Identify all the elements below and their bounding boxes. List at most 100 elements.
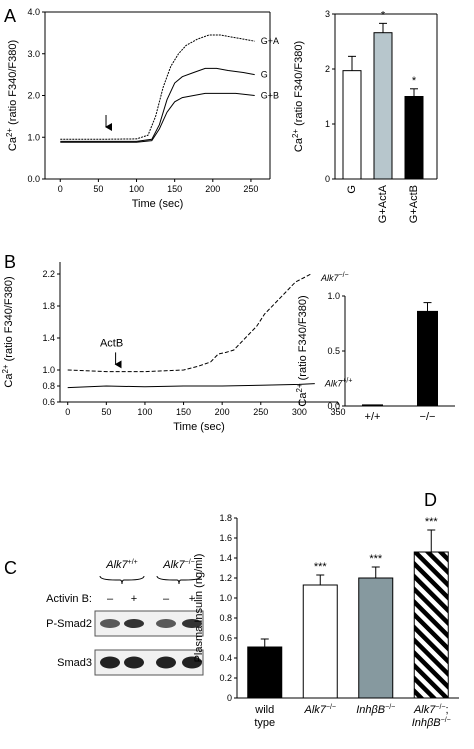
- category-label: Alk7−/−: [303, 704, 336, 716]
- chart-b-trace: 0 50 100 150 200 250 300 350 0.6 0.8 1.0 1.4 1.8 2.2 T…: [1, 262, 352, 433]
- blot-group-label: Alk7+/+: [105, 559, 138, 571]
- blot-band: [182, 656, 202, 669]
- y-tick-label: 0.0: [327, 401, 340, 411]
- y-tick-label: 3.0: [27, 49, 40, 59]
- y-tick-label: 2.2: [42, 269, 55, 279]
- bar: [342, 70, 362, 180]
- x-tick-label: 200: [205, 184, 220, 194]
- y-tick-label: 3: [325, 9, 330, 19]
- y-tick-label: 2.0: [27, 91, 40, 101]
- series-label: G+A: [261, 36, 279, 46]
- x-tick-label: 200: [215, 407, 230, 417]
- blot-row-label: Smad3: [57, 657, 92, 669]
- bar: [417, 310, 438, 407]
- series-line: [60, 67, 255, 142]
- x-tick-label: 150: [176, 407, 191, 417]
- bar: [358, 577, 394, 699]
- blot-band: [156, 656, 176, 669]
- series-label: G: [261, 70, 268, 80]
- arrow-label: ActB: [100, 337, 123, 349]
- y-tick-label: 0: [325, 174, 330, 184]
- bar: [404, 96, 424, 180]
- category-label: wild: [254, 704, 274, 716]
- x-axis-label: Time (sec): [132, 198, 184, 210]
- blot-band: [156, 619, 176, 628]
- y-axis-label: Plasma Insulin (ng/ml): [193, 554, 205, 663]
- western-blot: Alk7+/+ Alk7−/− Activin B: – + – + P-Smad2 Smad3: [46, 559, 204, 676]
- y-tick-label: 0.5: [327, 346, 340, 356]
- x-tick-label: 150: [167, 184, 182, 194]
- lane-sign: +: [131, 593, 137, 605]
- blot-band: [100, 656, 120, 669]
- category-label-line2: type: [254, 717, 275, 729]
- series-line: [67, 383, 315, 389]
- y-tick-label: 1.4: [42, 333, 55, 343]
- category-label: +/+: [365, 411, 381, 423]
- panel-letter-d: D: [424, 490, 437, 510]
- y-tick-label: 2: [325, 64, 330, 74]
- x-tick-label: 50: [93, 184, 103, 194]
- category-label: Alk7−/−;: [413, 704, 449, 716]
- series-label: G+B: [261, 91, 279, 101]
- panel-letter-a: A: [4, 6, 16, 26]
- chart-a-trace: 0 50 100 150 200 250 0.0 1.0 2.0 3.0 4.0 Time (sec)…: [5, 7, 279, 210]
- y-tick-label: 1.4: [219, 553, 232, 563]
- y-tick-label: 0.4: [219, 653, 232, 663]
- y-tick-label: 0.6: [219, 633, 232, 643]
- series-label: Alk7+/+: [324, 378, 353, 389]
- category-label: G: [346, 185, 358, 194]
- bar: [362, 404, 383, 407]
- y-axis-label: Ca2+ (ratio F340/F380): [291, 41, 305, 152]
- blot-band: [124, 619, 144, 628]
- x-tick-label: 250: [243, 184, 258, 194]
- significance-label: *: [412, 75, 417, 87]
- x-axis-label: Time (sec): [173, 421, 225, 433]
- significance-label: *: [381, 9, 386, 21]
- y-axis-label: Ca2+ (ratio F340/F380): [295, 295, 309, 406]
- y-tick-label: 1.8: [219, 513, 232, 523]
- series-line: [67, 273, 312, 373]
- bar: [302, 584, 338, 699]
- bar: [373, 32, 393, 180]
- category-label: InhβB−/−: [356, 704, 395, 716]
- panel-letter-b: B: [4, 252, 16, 272]
- y-tick-label: 1.6: [219, 533, 232, 543]
- blot-band: [124, 656, 144, 669]
- blot-group-brace: [156, 575, 202, 585]
- y-tick-label: 1: [325, 119, 330, 129]
- y-tick-label: 0.8: [42, 381, 55, 391]
- y-tick-label: 0: [227, 693, 232, 703]
- y-tick-label: 0.2: [219, 673, 232, 683]
- chart-d-bars: 0 0.2 0.4 0.6 0.8 1.0 1.2 1.4 1.6 1.8 Plasma Insul…: [193, 513, 459, 729]
- series-label: Alk7−/−: [320, 272, 349, 283]
- lane-sign: –: [163, 593, 170, 605]
- x-tick-label: 0: [58, 184, 63, 194]
- y-axis-label: Ca2+ (ratio F340/F380): [5, 40, 19, 151]
- category-label-line2: InhβB−/−: [412, 717, 451, 729]
- significance-label: ***: [369, 553, 383, 565]
- y-tick-label: 0.0: [27, 174, 40, 184]
- bar: [413, 551, 449, 699]
- y-tick-label: 0.6: [42, 397, 55, 407]
- lane-sign: +: [189, 593, 195, 605]
- x-tick-label: 250: [253, 407, 268, 417]
- category-label: −/−: [420, 411, 436, 423]
- lane-sign: –: [107, 593, 114, 605]
- chart-a-bars: 0 1 2 3 Ca2+ (ratio F340/F380) G * G+ActA * G+Act…: [291, 9, 438, 223]
- y-tick-label: 1.0: [327, 291, 340, 301]
- y-tick-label: 1.0: [42, 365, 55, 375]
- treatment-label: Activin B:: [46, 593, 92, 605]
- x-tick-label: 50: [101, 407, 111, 417]
- x-tick-label: 350: [330, 407, 345, 417]
- y-tick-label: 1.0: [27, 132, 40, 142]
- series-line: [60, 92, 255, 143]
- x-tick-label: 0: [65, 407, 70, 417]
- blot-group-label: Alk7−/−: [162, 559, 195, 571]
- x-tick-label: 300: [292, 407, 307, 417]
- category-label: G+ActB: [408, 185, 420, 223]
- y-axis-label: Ca2+ (ratio F340/F380): [1, 276, 15, 387]
- y-tick-label: 1.2: [219, 573, 232, 583]
- blot-group-brace: [99, 575, 145, 585]
- blot-band: [182, 619, 202, 628]
